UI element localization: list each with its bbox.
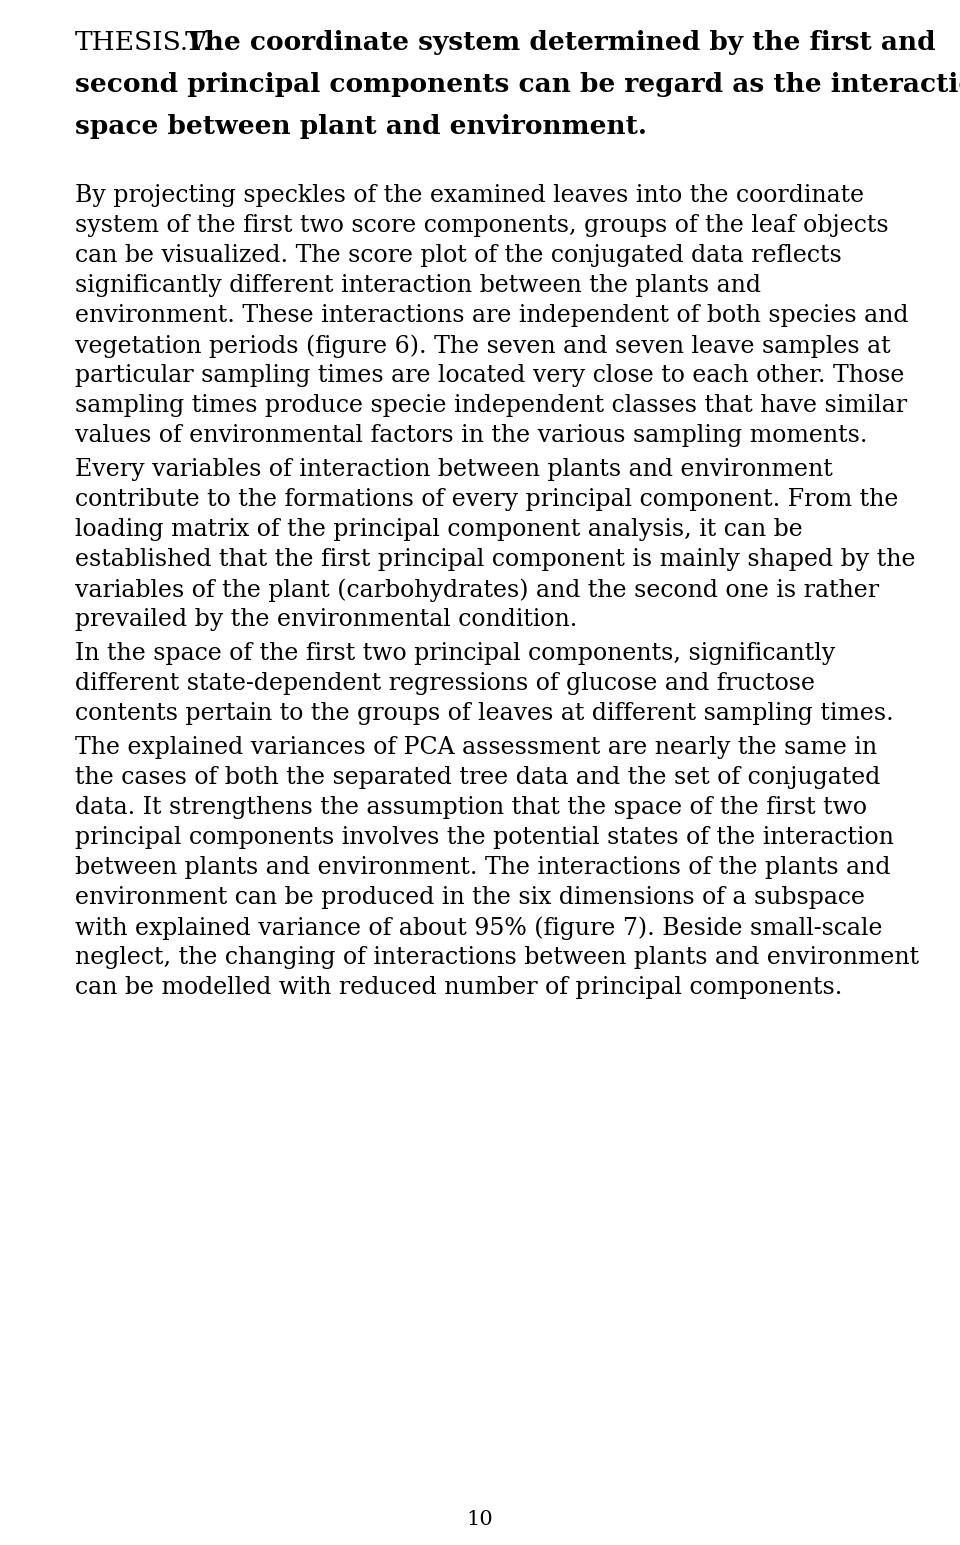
- Text: principal components involves the potential states of the interaction: principal components involves the potent…: [75, 827, 894, 850]
- Text: contents pertain to the groups of leaves at different sampling times.: contents pertain to the groups of leaves…: [75, 701, 894, 725]
- Text: By projecting speckles of the examined leaves into the coordinate: By projecting speckles of the examined l…: [75, 184, 864, 207]
- Text: with explained variance of about 95% (figure 7). Beside small-scale: with explained variance of about 95% (fi…: [75, 916, 882, 939]
- Text: neglect, the changing of interactions between plants and environment: neglect, the changing of interactions be…: [75, 946, 919, 969]
- Text: 10: 10: [467, 1509, 493, 1530]
- Text: In the space of the first two principal components, significantly: In the space of the first two principal …: [75, 643, 835, 664]
- Text: between plants and environment. The interactions of the plants and: between plants and environment. The inte…: [75, 856, 891, 879]
- Text: different state-dependent regressions of glucose and fructose: different state-dependent regressions of…: [75, 672, 815, 695]
- Text: the cases of both the separated tree data and the set of conjugated: the cases of both the separated tree dat…: [75, 766, 880, 789]
- Text: values of environmental factors in the various sampling moments.: values of environmental factors in the v…: [75, 423, 868, 447]
- Text: THESIS.V.: THESIS.V.: [75, 29, 212, 56]
- Text: established that the first principal component is mainly shaped by the: established that the first principal com…: [75, 548, 916, 572]
- Text: significantly different interaction between the plants and: significantly different interaction betw…: [75, 273, 761, 297]
- Text: Every variables of interaction between plants and environment: Every variables of interaction between p…: [75, 457, 832, 480]
- Text: can be modelled with reduced number of principal components.: can be modelled with reduced number of p…: [75, 976, 842, 1000]
- Text: contribute to the formations of every principal component. From the: contribute to the formations of every pr…: [75, 488, 899, 511]
- Text: can be visualized. The score plot of the conjugated data reflects: can be visualized. The score plot of the…: [75, 244, 842, 267]
- Text: second principal components can be regard as the interaction: second principal components can be regar…: [75, 73, 960, 97]
- Text: vegetation periods (figure 6). The seven and seven leave samples at: vegetation periods (figure 6). The seven…: [75, 334, 891, 357]
- Text: variables of the plant (carbohydrates) and the second one is rather: variables of the plant (carbohydrates) a…: [75, 578, 879, 601]
- Text: The explained variances of PCA assessment are nearly the same in: The explained variances of PCA assessmen…: [75, 735, 877, 759]
- Text: space between plant and environment.: space between plant and environment.: [75, 114, 647, 139]
- Text: system of the first two score components, groups of the leaf objects: system of the first two score components…: [75, 215, 889, 236]
- Text: data. It strengthens the assumption that the space of the first two: data. It strengthens the assumption that…: [75, 796, 867, 819]
- Text: prevailed by the environmental condition.: prevailed by the environmental condition…: [75, 609, 577, 630]
- Text: sampling times produce specie independent classes that have similar: sampling times produce specie independen…: [75, 394, 907, 417]
- Text: The coordinate system determined by the first and: The coordinate system determined by the …: [176, 29, 936, 56]
- Text: particular sampling times are located very close to each other. Those: particular sampling times are located ve…: [75, 365, 904, 386]
- Text: loading matrix of the principal component analysis, it can be: loading matrix of the principal componen…: [75, 518, 803, 541]
- Text: environment can be produced in the six dimensions of a subspace: environment can be produced in the six d…: [75, 885, 865, 908]
- Text: environment. These interactions are independent of both species and: environment. These interactions are inde…: [75, 304, 908, 328]
